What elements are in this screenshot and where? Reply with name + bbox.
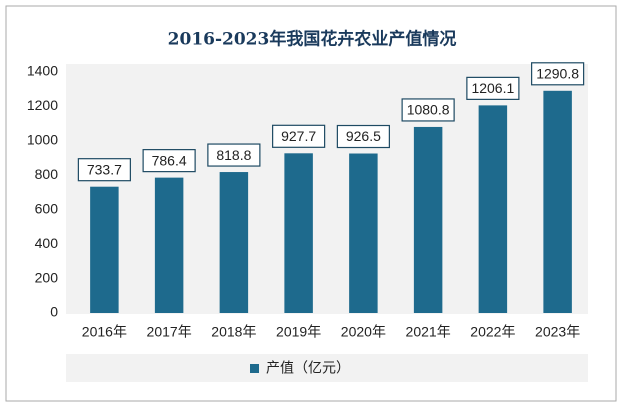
y-tick-label: 400: [35, 235, 59, 251]
legend-box: [66, 354, 588, 382]
bar: [478, 105, 508, 313]
value-label-box: [77, 158, 131, 182]
bar: [90, 186, 119, 313]
bar: [154, 177, 184, 313]
value-label: 1206.1: [471, 80, 514, 96]
value-label-box: [466, 76, 520, 100]
y-tick-label: 1400: [27, 63, 58, 79]
value-label: 926.5: [346, 128, 381, 144]
x-tick-label: 2018年: [211, 324, 256, 340]
legend-label: 产值（亿元）: [266, 360, 350, 376]
x-tick-label: 2020年: [341, 324, 386, 340]
value-label: 786.4: [152, 152, 187, 168]
legend-swatch: [250, 364, 259, 373]
value-label: 733.7: [87, 161, 122, 177]
y-tick-label: 1200: [27, 97, 58, 113]
x-tick-label: 2022年: [470, 324, 515, 340]
value-label-box: [336, 124, 390, 149]
y-tick-label: 1000: [27, 132, 58, 148]
y-tick-label: 0: [50, 304, 58, 320]
x-tick-label: 2017年: [147, 324, 192, 340]
plot-area: [66, 64, 588, 314]
y-tick-label: 200: [35, 269, 59, 285]
value-label-box: [142, 149, 196, 173]
y-tick-label: 600: [35, 200, 59, 216]
bar: [413, 126, 443, 313]
value-label-box: [272, 124, 326, 148]
value-label: 1080.8: [407, 102, 450, 118]
chart-title: 2016-2023年我国花卉农业产值情况: [168, 29, 457, 50]
value-label: 927.7: [281, 128, 316, 144]
value-label-box: [207, 143, 261, 167]
value-label-box: [401, 98, 455, 122]
value-label-box: [531, 62, 585, 86]
x-tick-label: 2023年: [535, 324, 580, 340]
value-label: 818.8: [216, 147, 251, 163]
bar: [219, 172, 249, 313]
bar: [543, 90, 572, 313]
x-tick-label: 2019年: [276, 324, 321, 340]
y-tick-label: 800: [35, 166, 59, 182]
bar: [349, 153, 378, 313]
x-tick-label: 2016年: [82, 324, 127, 340]
bar: [284, 153, 313, 313]
value-label: 1290.8: [536, 66, 579, 82]
x-tick-label: 2021年: [406, 324, 451, 340]
